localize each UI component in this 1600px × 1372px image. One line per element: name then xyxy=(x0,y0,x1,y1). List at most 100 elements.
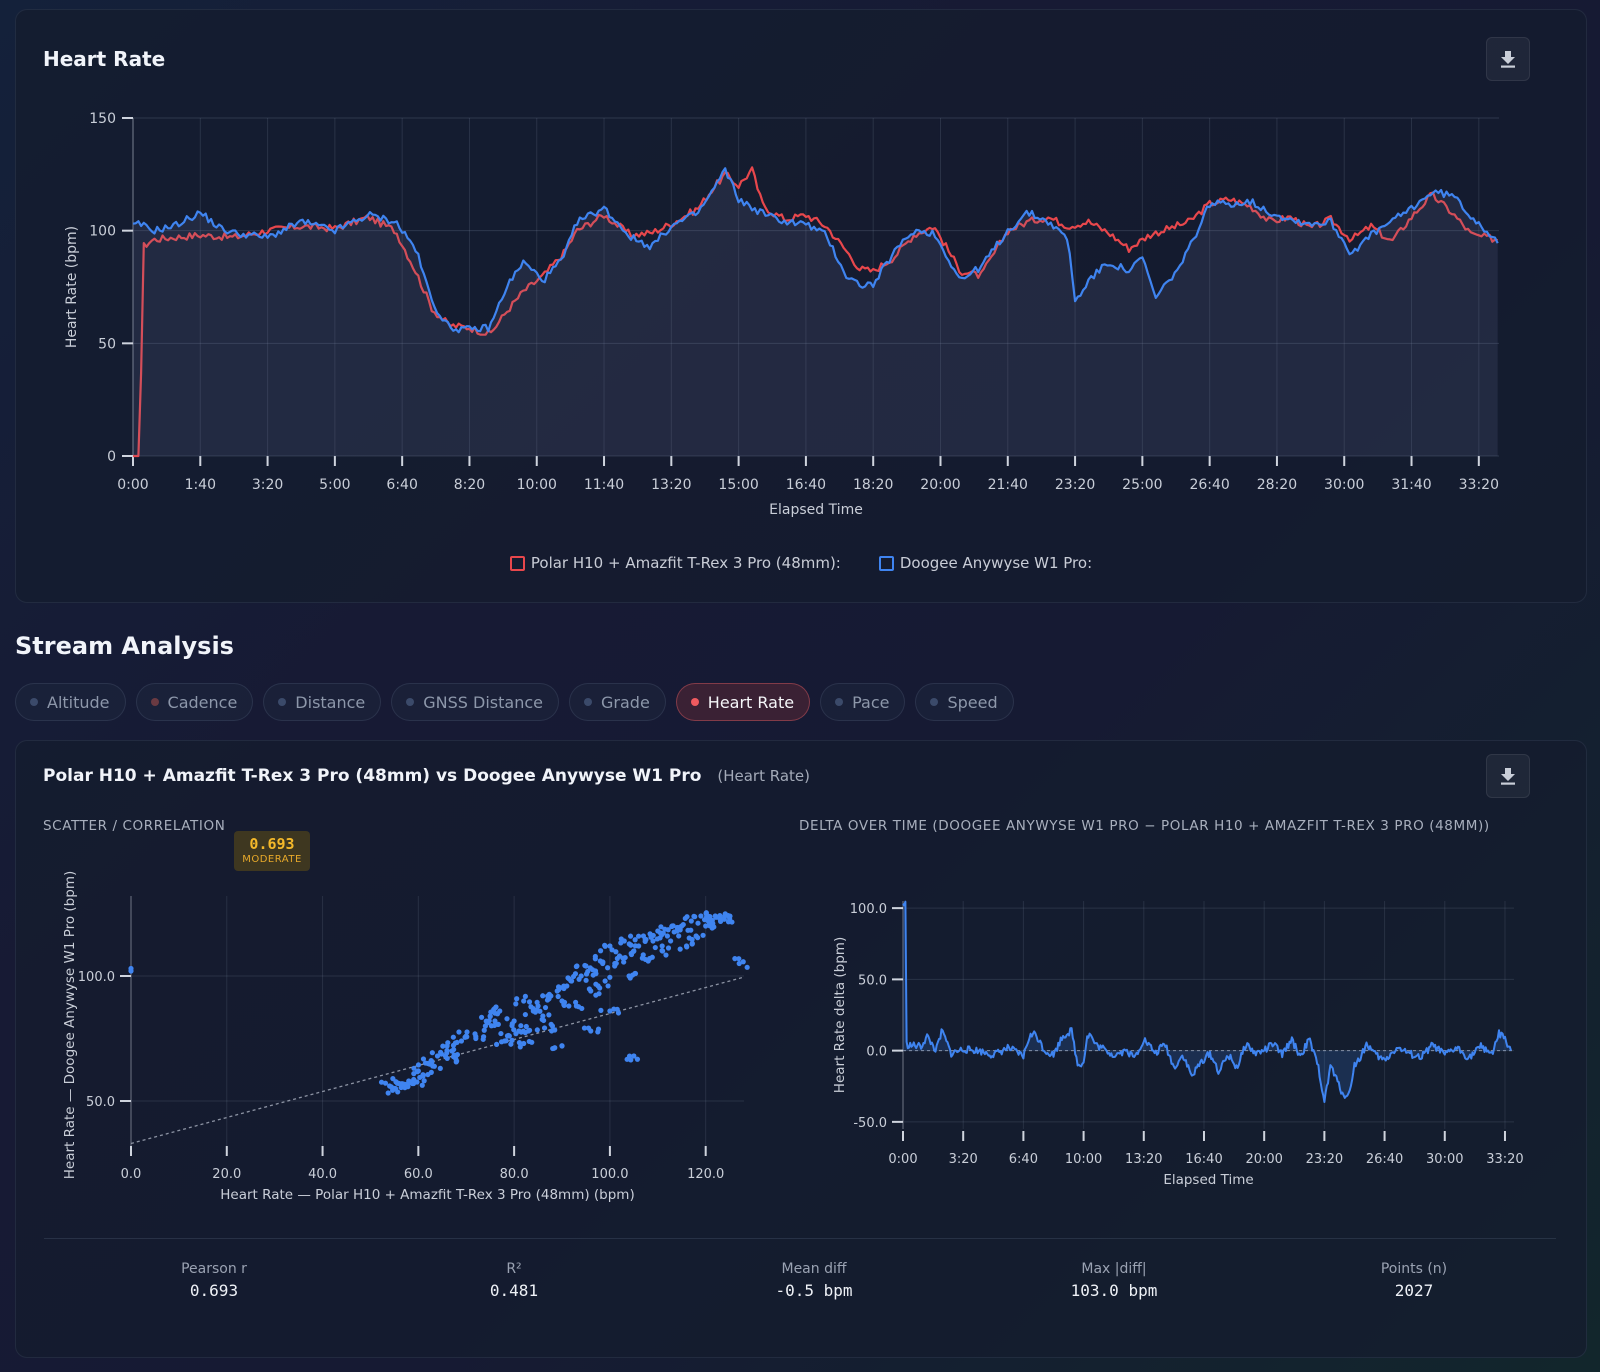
scatter-point xyxy=(663,952,669,958)
scatter-point xyxy=(602,943,608,949)
y-axis-label: Heart Rate (bpm) xyxy=(64,226,80,348)
tab-speed[interactable]: Speed xyxy=(915,683,1014,721)
scatter-point xyxy=(627,942,634,948)
scatter-point xyxy=(686,935,692,941)
x-tick-label: 11:40 xyxy=(584,477,624,493)
scatter-point xyxy=(583,977,589,983)
x-tick-label: 80.0 xyxy=(500,1167,529,1182)
scatter-point xyxy=(570,973,577,980)
scatter-point xyxy=(592,956,598,962)
scatter-point xyxy=(458,1038,465,1044)
x-tick-label: 23:20 xyxy=(1055,477,1095,493)
scatter-point xyxy=(486,1018,492,1024)
scatter-point xyxy=(707,913,713,920)
comparison-download-button[interactable] xyxy=(1486,754,1530,798)
heart-rate-title: Heart Rate xyxy=(43,47,166,71)
y-tick-label: 0 xyxy=(107,449,116,465)
scatter-point xyxy=(452,1040,459,1046)
tab-gnss-distance[interactable]: GNSS Distance xyxy=(391,683,559,721)
y-tick-label: 50.0 xyxy=(86,1095,115,1110)
scatter-point xyxy=(505,1032,512,1039)
heart-rate-download-button[interactable] xyxy=(1486,37,1530,81)
scatter-point xyxy=(586,986,592,992)
scatter-point xyxy=(417,1074,423,1081)
tab-cadence[interactable]: Cadence xyxy=(135,683,254,721)
x-tick-label: 0:00 xyxy=(117,477,148,493)
tab-heart-rate[interactable]: Heart Rate xyxy=(675,683,811,721)
scatter-point xyxy=(744,964,750,970)
delta-label: DELTA OVER TIME (DOOGEE ANYWYSE W1 PRO −… xyxy=(799,818,1490,834)
scatter-point xyxy=(544,997,551,1003)
scatter-point xyxy=(684,944,690,950)
tab-dot xyxy=(406,698,415,706)
scatter-point xyxy=(671,929,677,935)
comparison-subtitle: (Heart Rate) xyxy=(717,767,810,785)
scatter-point xyxy=(736,960,742,967)
scatter-point xyxy=(605,965,611,971)
scatter-point xyxy=(725,919,732,925)
scatter-point xyxy=(664,933,670,939)
scatter-point xyxy=(582,962,588,969)
stats-row: Pearson r 0.693 R² 0.481 Mean diff -0.5 … xyxy=(44,1238,1556,1300)
stat-value: 0.481 xyxy=(489,1281,539,1300)
scatter-point xyxy=(414,1079,420,1085)
scatter-point xyxy=(523,1023,529,1030)
tab-label: Distance xyxy=(295,692,366,712)
stat-label: R² xyxy=(506,1261,522,1277)
scatter-point xyxy=(575,1004,582,1010)
x-tick-label: 18:20 xyxy=(853,477,893,493)
scatter-point xyxy=(420,1056,427,1062)
scatter-point xyxy=(534,1027,540,1033)
tab-pace[interactable]: Pace xyxy=(820,683,906,721)
tab-label: Altitude xyxy=(47,692,110,712)
scatter-label: SCATTER / CORRELATION xyxy=(43,818,226,834)
legend-item-doogee[interactable]: Doogee Anywyse W1 Pro: xyxy=(878,554,1092,572)
x-axis-label: Elapsed Time xyxy=(1163,1172,1253,1188)
scatter-point xyxy=(614,1006,620,1012)
scatter-point xyxy=(552,1027,558,1033)
tab-grade[interactable]: Grade xyxy=(569,683,666,721)
scatter-point xyxy=(709,917,715,923)
scatter-point xyxy=(585,968,591,975)
tab-distance[interactable]: Distance xyxy=(263,683,382,721)
scatter-point xyxy=(609,947,615,953)
download-icon xyxy=(1501,768,1515,785)
scatter-point xyxy=(456,1029,462,1035)
scatter-point xyxy=(665,945,672,951)
stat-label: Points (n) xyxy=(1380,1261,1448,1277)
scatter-point xyxy=(521,1040,527,1047)
scatter-point xyxy=(631,1053,637,1059)
tab-dot xyxy=(150,698,159,706)
scatter-point xyxy=(385,1090,391,1096)
legend-item-polar[interactable]: Polar H10 + Amazfit T-Rex 3 Pro (48mm): xyxy=(509,554,841,572)
x-tick-label: 16:40 xyxy=(786,477,826,493)
stat-points: Points (n) 2027 xyxy=(1314,1261,1514,1300)
scatter-point xyxy=(621,959,627,965)
stat-mean-diff: Mean diff -0.5 bpm xyxy=(714,1261,914,1300)
series-line-doogee xyxy=(132,167,1499,334)
tab-altitude[interactable]: Altitude xyxy=(15,683,126,721)
x-tick-label: 0:00 xyxy=(888,1152,917,1167)
heart-rate-chart: 0:00 1:40 3:20 5:00 6:40 8:20 10:00 11:40 13:20 1… xyxy=(64,111,1499,518)
scatter-point xyxy=(717,918,724,924)
scatter-point xyxy=(613,960,619,966)
x-tick-label: 26:40 xyxy=(1366,1152,1403,1167)
scatter-point xyxy=(481,1027,487,1033)
y-tick-label: 50 xyxy=(98,336,116,352)
scatter-point xyxy=(685,927,691,933)
scatter-point xyxy=(573,999,579,1005)
scatter-point xyxy=(618,940,624,946)
scatter-point xyxy=(488,1023,495,1029)
scatter-point xyxy=(449,1048,455,1054)
scatter-point xyxy=(600,959,606,965)
stat-label: Max |diff| xyxy=(1081,1261,1147,1277)
scatter-point xyxy=(516,1040,523,1046)
scatter-point xyxy=(585,1025,592,1031)
scatter-point xyxy=(632,937,638,943)
heart-rate-card: Heart Rate 0:00 1:40 3:20 5:00 6:40 8:20 10:00… xyxy=(15,9,1587,603)
scatter-point xyxy=(513,1031,519,1037)
x-tick-label: 40.0 xyxy=(308,1167,337,1182)
legend-swatch-polar xyxy=(509,555,525,571)
scatter-point xyxy=(378,1079,385,1085)
scatter-point xyxy=(595,1029,601,1035)
